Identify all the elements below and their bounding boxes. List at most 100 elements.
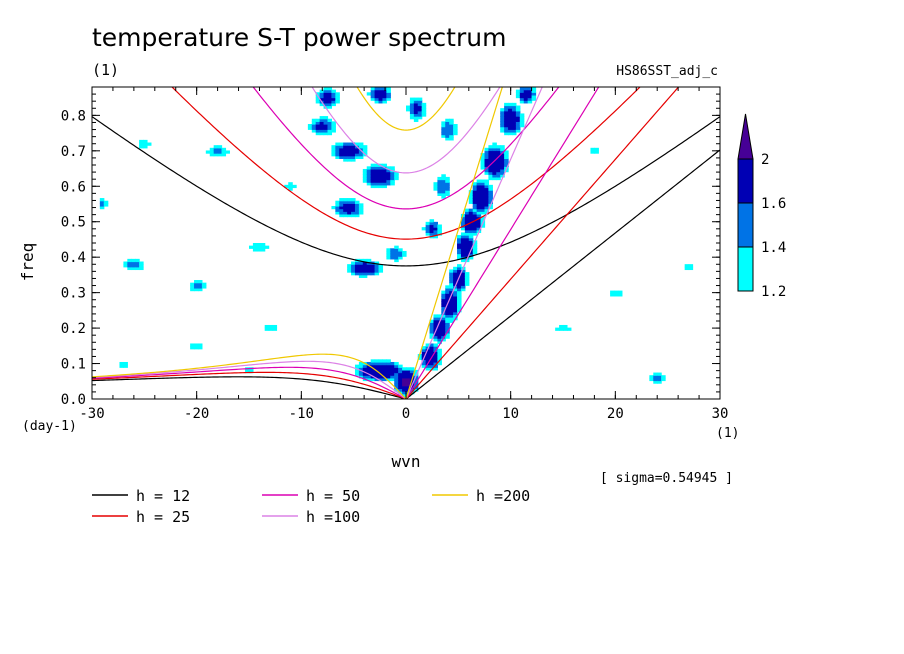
contour-cell [457, 309, 462, 313]
contour-cell [421, 351, 427, 355]
contour-cell [139, 261, 144, 265]
contour-cell [449, 295, 454, 300]
contour-cell [123, 264, 128, 268]
contour-cell [519, 89, 525, 93]
contour-cell [386, 174, 391, 178]
contour-cell [413, 97, 419, 101]
contour-cell [555, 327, 560, 331]
contour-cell [445, 309, 450, 313]
contour-cell [362, 168, 368, 173]
contour-cell [433, 227, 438, 231]
contour-cell [421, 102, 427, 107]
contour-cell [441, 309, 446, 313]
contour-cell [402, 383, 407, 387]
contour-cell [519, 92, 525, 96]
contour-cell [515, 105, 521, 109]
contour-cell [390, 372, 395, 376]
contour-cell [441, 179, 446, 183]
contour-cell [362, 150, 368, 154]
contour-cell [362, 258, 368, 263]
contour-cell [476, 221, 482, 226]
contour-cell [323, 116, 329, 120]
contour-cell [362, 171, 368, 175]
contour-cell [260, 248, 266, 252]
contour-cell [437, 227, 442, 231]
contour-cell [504, 113, 509, 117]
contour-cell [476, 184, 482, 189]
dispersion-curve [405, 87, 543, 399]
colorbar: 1.2 1.4 1.6 2 [737, 113, 786, 300]
contour-cell [504, 153, 509, 157]
contour-cell [429, 359, 435, 363]
contour-cell [468, 245, 474, 249]
contour-cell [327, 131, 333, 136]
contour-cell [468, 200, 474, 204]
contour-cell [398, 377, 403, 382]
contour-cell [323, 94, 329, 99]
contour-cell [386, 256, 391, 260]
contour-cell [480, 158, 486, 162]
contour-cell [409, 102, 415, 107]
contour-cell [374, 375, 380, 379]
contour-cell [343, 203, 348, 207]
contour-cell [500, 163, 505, 167]
y-tick-label: 0.3 [61, 286, 86, 302]
contour-cell [476, 205, 482, 210]
contour-cell [508, 126, 513, 130]
contour-cell [468, 198, 474, 202]
contour-cell [331, 153, 336, 157]
contour-cell [476, 179, 482, 183]
contour-cell [374, 182, 380, 186]
contour-cell [370, 174, 376, 178]
contour-cell [449, 134, 454, 138]
contour-cell [413, 113, 419, 117]
contour-cell [464, 213, 470, 218]
contour-cell [515, 116, 521, 120]
contour-cell [433, 354, 438, 358]
contour-cell [433, 182, 438, 186]
contour-cell [323, 126, 329, 130]
contour-cell [488, 200, 493, 204]
contour-cell [358, 150, 364, 154]
contour-cell [358, 203, 364, 207]
contour-cell [339, 147, 344, 152]
contour-cell [209, 153, 215, 157]
contour-cell [194, 282, 199, 286]
contour-cell [500, 116, 505, 120]
contour-cell [343, 208, 348, 212]
contour-cell [484, 158, 490, 162]
contour-cell [492, 150, 497, 154]
contour-cell [315, 97, 321, 101]
contour-cell [386, 171, 391, 175]
contour-cell [511, 102, 517, 107]
contour-cell [441, 317, 446, 321]
contour-cell [464, 274, 470, 278]
contour-cell [441, 298, 446, 302]
contour-cell [476, 187, 482, 191]
contour-cell [131, 258, 136, 263]
contour-cell [484, 153, 490, 157]
contour-cell [488, 161, 493, 165]
contour-cell [382, 174, 387, 178]
contour-cell [382, 364, 387, 368]
contour-cell [315, 121, 321, 125]
contour-cell [413, 100, 419, 104]
contour-cell [519, 113, 525, 117]
contour-cell [500, 145, 505, 149]
contour-cell [327, 92, 333, 96]
contour-cell [382, 184, 387, 189]
contour-cell [515, 89, 521, 93]
contour-cell [382, 367, 387, 371]
contour-cell [464, 221, 470, 226]
contour-cell [417, 100, 423, 104]
contour-cell [504, 155, 509, 159]
contour-cell [441, 182, 446, 186]
contour-cell [433, 187, 438, 191]
contour-cell [657, 377, 662, 382]
contour-cell [649, 375, 654, 379]
contour-cell [354, 261, 360, 265]
contour-cell [197, 280, 203, 284]
contour-cell [433, 335, 438, 339]
contour-cell [127, 266, 132, 271]
